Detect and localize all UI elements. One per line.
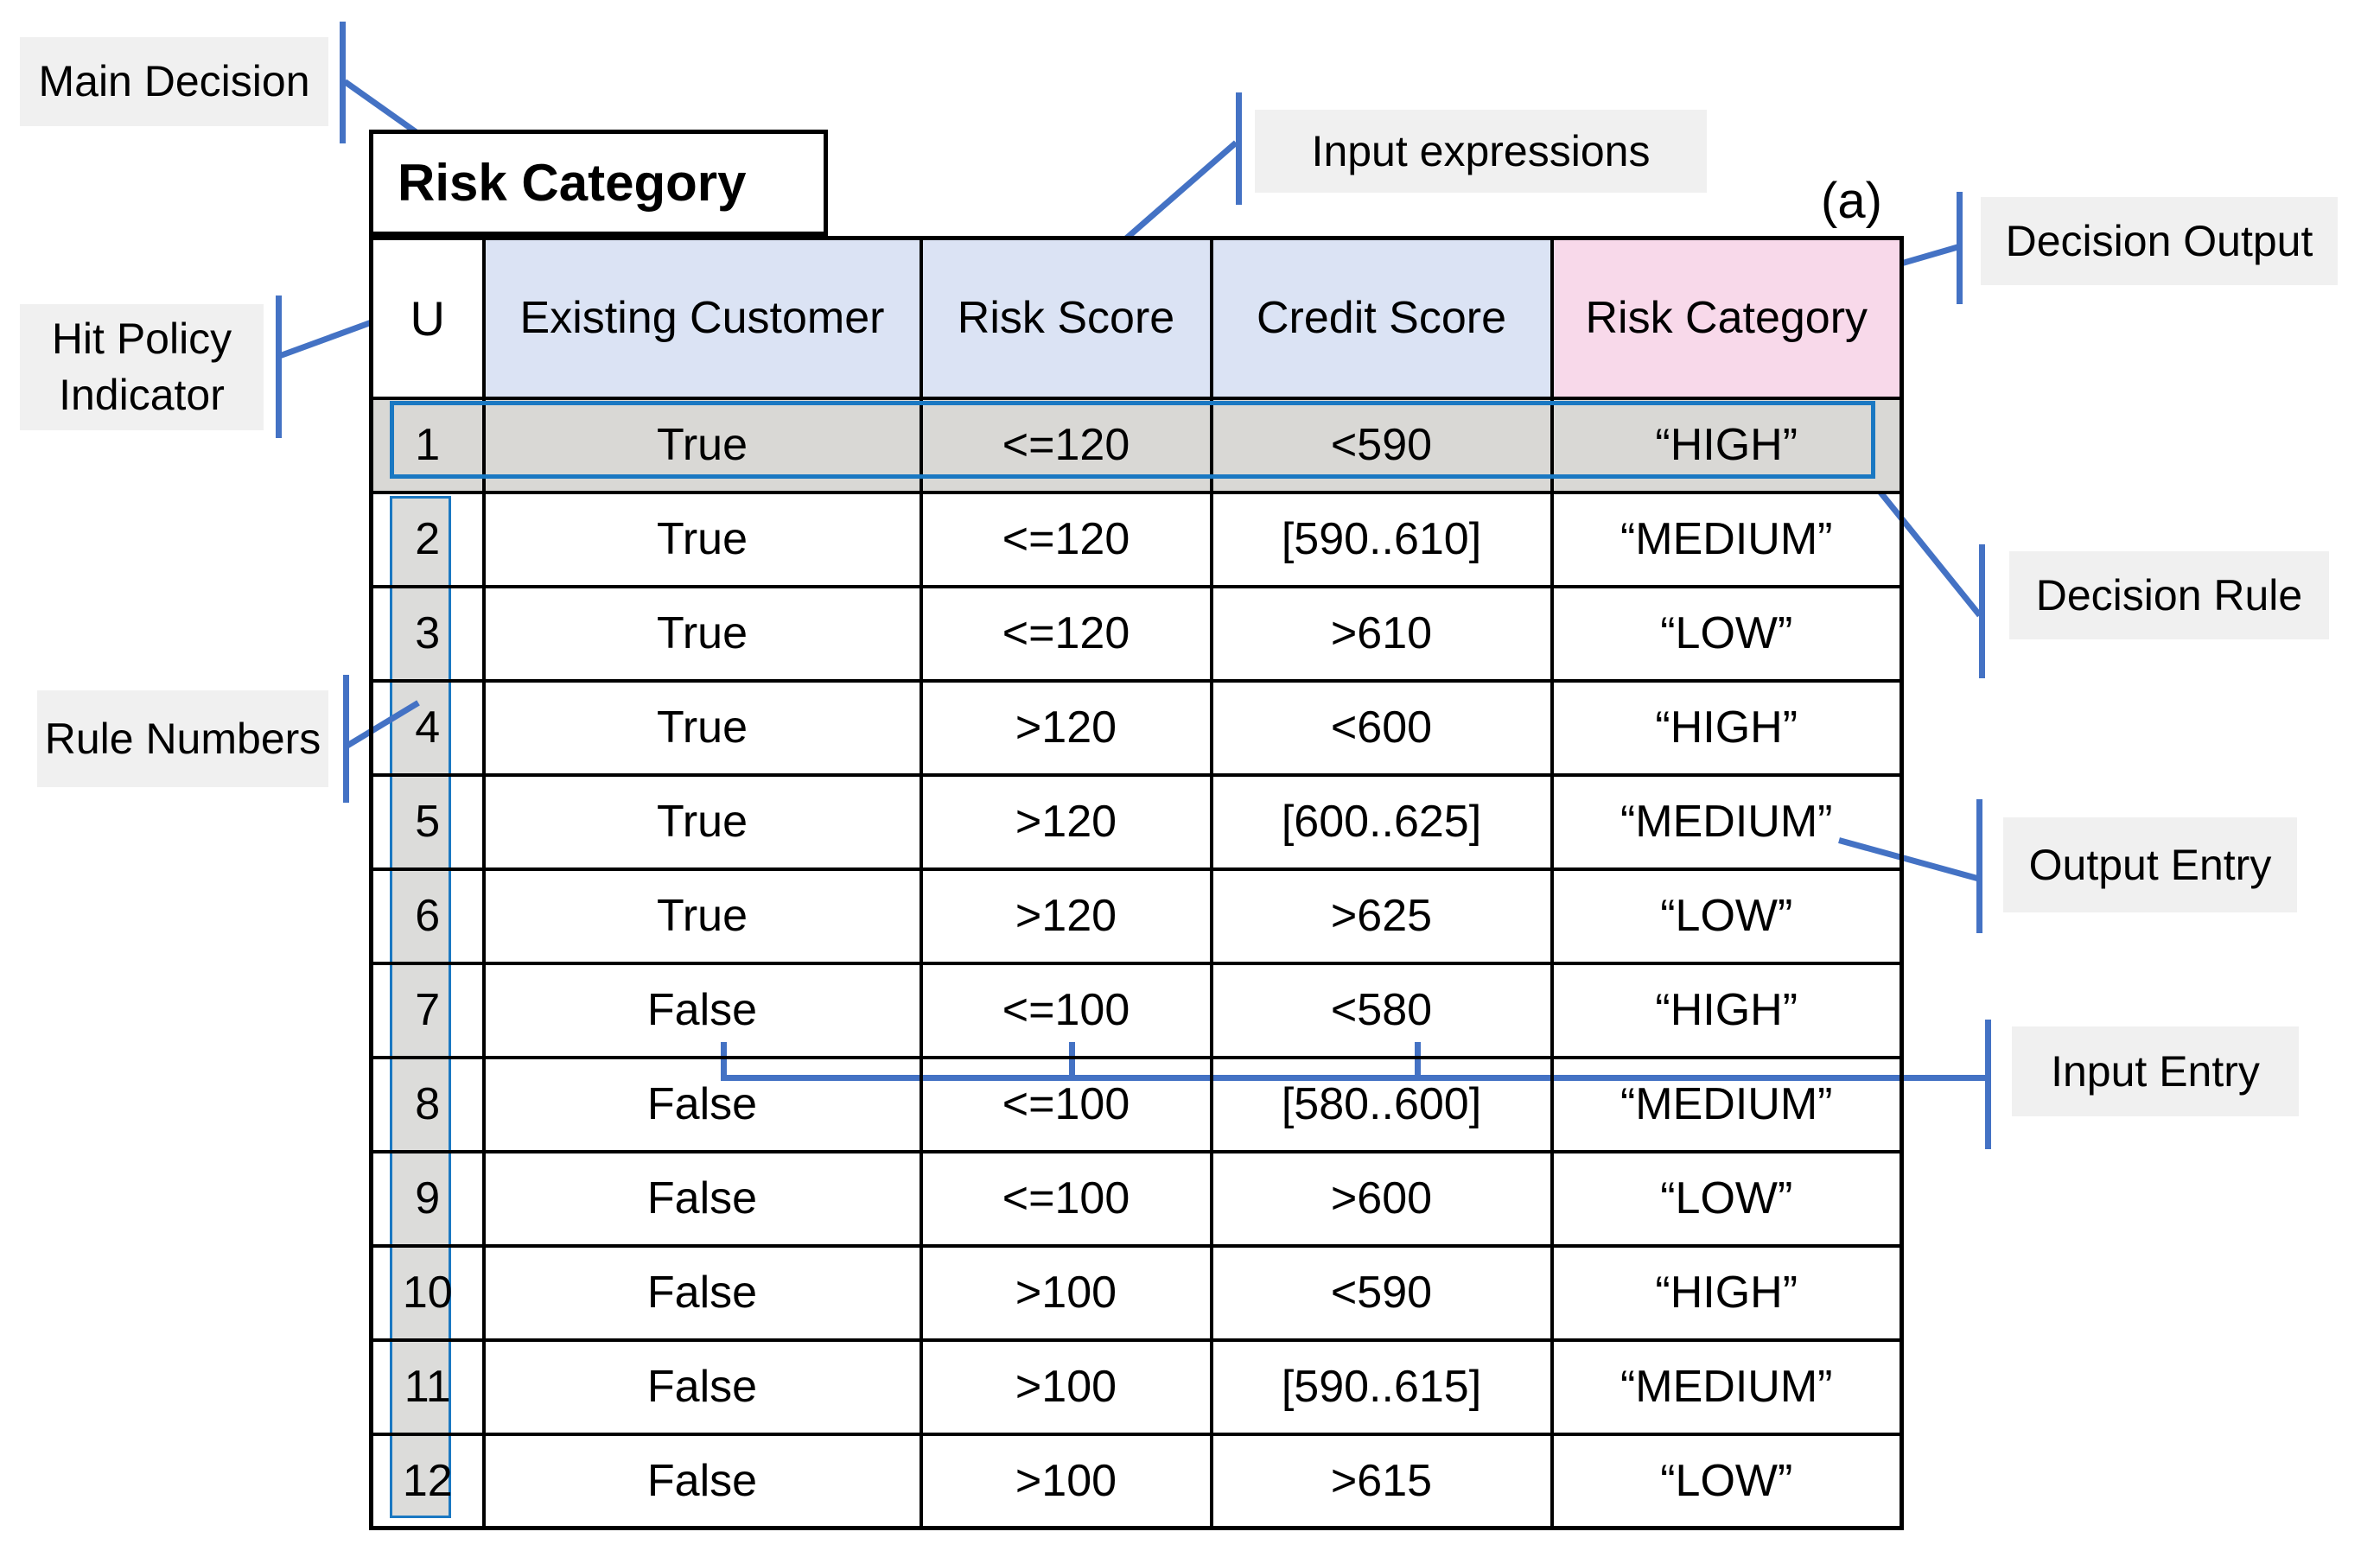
rule-row: 12 False >100 >615 “LOW” [369,1432,1904,1530]
rule-numbers-label: Rule Numbers [37,690,328,787]
output-entry-label: Output Entry [2003,817,2297,912]
existing-customer-entry: False [481,961,923,1059]
decision-output-label: Decision Output [1981,197,2338,285]
decision-table: U Existing Customer Risk Score Credit Sc… [369,236,1904,1530]
main-decision-label: Main Decision [20,37,328,126]
existing-customer-entry: False [481,1338,923,1436]
rule-row: 2 True <=120 [590..610] “MEDIUM” [369,490,1904,588]
risk-score-entry: >100 [919,1243,1213,1342]
decision-output-callout-tick [1957,192,1963,304]
decision-rule-callout-tick [1979,544,1985,678]
credit-score-entry: [590..610] [1209,490,1554,588]
risk-category-entry: “MEDIUM” [1550,772,1904,871]
rule-number-cell: 2 [369,490,486,588]
rule-number-cell: 6 [369,867,486,965]
rule-row: 9 False <=100 >600 “LOW” [369,1149,1904,1248]
col-header-risk-category: Risk Category [1550,236,1904,400]
rule-number-cell: 5 [369,772,486,871]
output-entry-callout-tick [1976,799,1982,933]
rule-number-cell: 10 [369,1243,486,1342]
credit-score-entry: <580 [1209,961,1554,1059]
hit-policy-label-line2: Indicator [59,371,225,419]
credit-score-entry: >625 [1209,867,1554,965]
credit-score-entry: [590..615] [1209,1338,1554,1436]
credit-score-entry: <600 [1209,678,1554,777]
rule-row: 5 True >120 [600..625] “MEDIUM” [369,772,1904,871]
figure-label-a: (a) [1821,172,1882,229]
rule-row: 6 True >120 >625 “LOW” [369,867,1904,965]
existing-customer-entry: False [481,1243,923,1342]
decision-rule-label: Decision Rule [2009,551,2329,639]
risk-category-entry: “HIGH” [1550,961,1904,1059]
risk-category-entry: “MEDIUM” [1550,1055,1904,1153]
col-header-existing-customer: Existing Customer [481,236,923,400]
rule-number-cell: 11 [369,1338,486,1436]
existing-customer-entry: False [481,1432,923,1530]
risk-category-entry: “LOW” [1550,1432,1904,1530]
risk-score-entry: <=120 [919,490,1213,588]
existing-customer-entry: True [481,584,923,683]
risk-score-entry: <=120 [919,584,1213,683]
rule-row: 3 True <=120 >610 “LOW” [369,584,1904,683]
risk-score-entry: >100 [919,1432,1213,1530]
rule-number-cell: 7 [369,961,486,1059]
rule-number-cell: 4 [369,678,486,777]
risk-score-entry: <=100 [919,961,1213,1059]
risk-score-entry: <=100 [919,1149,1213,1248]
existing-customer-entry: True [481,490,923,588]
rule-row: 8 False <=100 [580..600] “MEDIUM” [369,1055,1904,1153]
input-entry-callout-tick [1985,1020,1991,1149]
input-expressions-callout-tick [1236,92,1242,205]
rule-number-cell: 9 [369,1149,486,1248]
risk-category-entry: “LOW” [1550,1149,1904,1248]
hit-policy-callout-line [277,315,384,359]
risk-score-entry: >120 [919,678,1213,777]
rule-row: 4 True >120 <600 “HIGH” [369,678,1904,777]
risk-category-entry: “MEDIUM” [1550,1338,1904,1436]
risk-category-entry: “HIGH” [1550,1243,1904,1342]
col-header-credit-score: Credit Score [1209,236,1554,400]
rule-row: 11 False >100 [590..615] “MEDIUM” [369,1338,1904,1436]
rule-number-cell: 3 [369,584,486,683]
rule-number-cell: 8 [369,1055,486,1153]
input-expressions-label: Input expressions [1255,110,1707,193]
existing-customer-entry: False [481,1055,923,1153]
hit-policy-indicator-cell: U [369,236,486,400]
credit-score-entry: >600 [1209,1149,1554,1248]
credit-score-entry: [600..625] [1209,772,1554,871]
risk-category-entry: “LOW” [1550,584,1904,683]
credit-score-entry: >610 [1209,584,1554,683]
rule-row: 10 False >100 <590 “HIGH” [369,1243,1904,1342]
risk-category-entry: “LOW” [1550,867,1904,965]
risk-category-entry: “HIGH” [1550,678,1904,777]
rule-row: 7 False <=100 <580 “HIGH” [369,961,1904,1059]
decision-rule-highlight-box [390,401,1875,479]
existing-customer-entry: True [481,772,923,871]
risk-score-entry: <=100 [919,1055,1213,1153]
existing-customer-entry: False [481,1149,923,1248]
header-row: U Existing Customer Risk Score Credit Sc… [369,236,1904,400]
hit-policy-callout-tick [276,296,282,438]
input-entry-label: Input Entry [2012,1026,2299,1116]
existing-customer-entry: True [481,678,923,777]
main-decision-callout-tick [340,22,346,143]
rule-numbers-callout-tick [343,675,349,803]
rule-number-cell: 12 [369,1432,486,1530]
existing-customer-entry: True [481,867,923,965]
credit-score-entry: >615 [1209,1432,1554,1530]
risk-category-entry: “MEDIUM” [1550,490,1904,588]
risk-score-entry: >100 [919,1338,1213,1436]
hit-policy-label-line1: Hit Policy [51,315,232,363]
credit-score-entry: <590 [1209,1243,1554,1342]
risk-score-entry: >120 [919,867,1213,965]
hit-policy-indicator-label: Hit Policy Indicator [20,304,264,430]
decision-table-title: Risk Category [369,130,828,236]
risk-score-entry: >120 [919,772,1213,871]
col-header-risk-score: Risk Score [919,236,1213,400]
credit-score-entry: [580..600] [1209,1055,1554,1153]
